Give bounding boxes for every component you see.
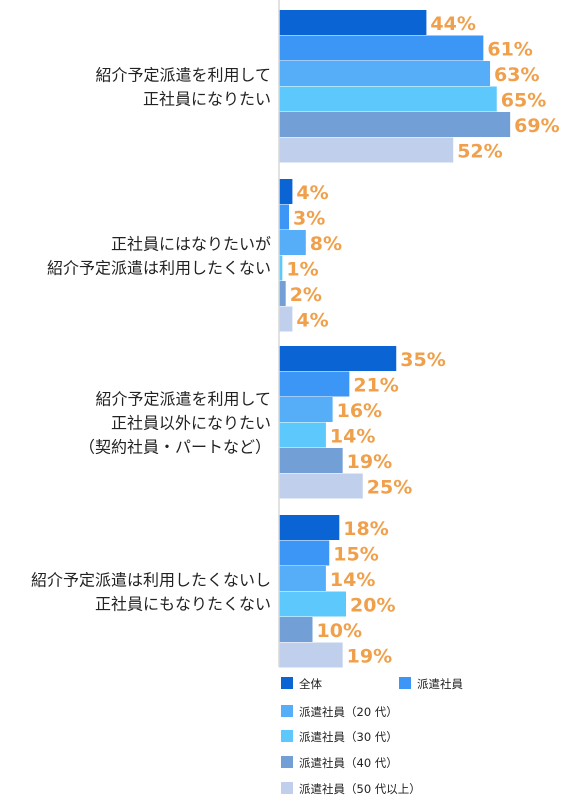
value-label-g4-s4: 20%	[350, 594, 395, 616]
bar-g4-s5	[279, 617, 313, 642]
category-group-2: 4% 3% 8% 1% 2% 4% 正社員にはなりたいが紹介予定派遣は利用したくない	[47, 179, 342, 332]
legend-item-6: 派遣社員（50 代以上）	[281, 782, 421, 796]
legend-item-3: 派遣社員（20 代）	[281, 705, 398, 719]
bar-g2-s3	[279, 230, 306, 255]
category-group-3: 35%21% 16% 14% 19% 25% 紹介予定派遣を利用して正社員以外になりたい （…	[79, 346, 446, 499]
bar-g1-s5	[279, 112, 511, 137]
category-label-4: 紹介予定派遣は利用したくないし正社員にもなりたくない	[31, 571, 271, 614]
value-label-g1-s1: 44%	[430, 13, 475, 35]
bar-g4-s3	[279, 566, 326, 591]
value-label-g4-s3: 14%	[330, 569, 375, 591]
category-label-3-line-3: （契約社員・パートなど）	[79, 438, 271, 457]
bar-g4-s2	[279, 540, 330, 566]
legend-swatch-6	[281, 782, 293, 794]
category-label-1-line-1: 紹介予定派遣を利用して	[95, 66, 271, 85]
value-label-g1-s6: 52%	[457, 140, 502, 162]
legend-item-2: 派遣社員	[399, 677, 463, 691]
category-label-2-line-1: 正社員にはなりたいが	[111, 235, 271, 254]
value-label-g2-s1: 4%	[296, 182, 328, 204]
bar-g2-s1	[279, 179, 293, 204]
legend-item-1: 全体	[281, 677, 322, 691]
value-label-g3-s4: 14%	[330, 425, 375, 447]
legend-swatch-5	[281, 756, 293, 768]
legend-swatch-4	[281, 730, 293, 742]
value-label-g2-s5: 2%	[290, 284, 322, 306]
value-label-g4-s2: 15%	[333, 543, 378, 565]
category-label-4-line-1: 紹介予定派遣は利用したくないし	[31, 571, 271, 590]
bar-g3-s1	[279, 346, 397, 371]
legend-swatch-1	[281, 677, 293, 689]
value-label-g2-s6: 4%	[296, 309, 328, 331]
value-label-g3-s6: 25%	[367, 476, 412, 498]
value-label-g4-s6: 19%	[347, 645, 392, 667]
legend-label-1: 全体	[299, 677, 322, 691]
bar-g3-s2	[279, 371, 350, 397]
bar-g4-s6	[279, 642, 343, 668]
category-label-1-line-2: 正社員になりたい	[143, 90, 271, 109]
value-label-g2-s4: 1%	[286, 258, 318, 280]
category-label-1: 紹介予定派遣を利用して正社員になりたい	[95, 66, 271, 109]
bar-g2-s5	[279, 281, 286, 306]
bar-g3-s4	[279, 422, 326, 448]
bar-g2-s6	[279, 306, 293, 332]
value-label-g3-s3: 16%	[337, 400, 382, 422]
category-label-2-line-2: 紹介予定派遣は利用したくない	[47, 259, 271, 278]
value-label-g4-s5: 10%	[317, 620, 362, 642]
legend-label-5: 派遣社員（40 代）	[299, 756, 398, 770]
bar-g3-s5	[279, 448, 343, 473]
legend-swatch-2	[399, 677, 411, 689]
category-label-4-line-2: 正社員にもなりたくない	[95, 595, 271, 614]
value-label-g2-s3: 8%	[310, 233, 342, 255]
bar-groups: 44%61%63%65%69%52%紹介予定派遣を利用して正社員になりたい4%3…	[31, 10, 560, 668]
bar-g3-s6	[279, 473, 363, 499]
legend-swatch-3	[281, 705, 293, 717]
bar-g1-s6	[279, 137, 454, 163]
category-label-2: 正社員にはなりたいが紹介予定派遣は利用したくない	[47, 235, 271, 278]
bar-g4-s4	[279, 591, 346, 617]
legend-label-4: 派遣社員（30 代）	[299, 730, 398, 744]
legend-item-4: 派遣社員（30 代）	[281, 730, 398, 744]
bar-g4-s1	[279, 515, 340, 540]
category-label-3-line-2: 正社員以外になりたい	[111, 414, 271, 433]
legend-label-3: 派遣社員（20 代）	[299, 705, 398, 719]
bar-g3-s3	[279, 397, 333, 422]
legend-label-2: 派遣社員	[417, 677, 463, 691]
category-group-4: 18% 15% 14% 20% 10% 19% 紹介予定派遣は利用したくないし正社員にもなり…	[31, 515, 395, 668]
value-label-g1-s5: 69%	[514, 115, 559, 137]
value-label-g1-s3: 63%	[494, 64, 539, 86]
value-label-g1-s2: 61%	[487, 38, 532, 60]
value-label-g3-s2: 21%	[353, 374, 398, 396]
value-label-g4-s1: 18%	[343, 518, 388, 540]
value-label-g3-s5: 19%	[347, 451, 392, 473]
category-group-1: 44% 61% 63% 65% 69% 52% 紹介予定派遣を利用して正社員になりたい	[95, 10, 560, 163]
value-label-g2-s2: 3%	[293, 207, 325, 229]
bar-g1-s1	[279, 10, 427, 35]
bar-g1-s2	[279, 35, 484, 61]
category-label-3-line-1: 紹介予定派遣を利用して	[95, 390, 271, 409]
bar-g1-s4	[279, 86, 497, 112]
bar-g1-s3	[279, 61, 491, 86]
bar-g2-s2	[279, 204, 290, 230]
legend-label-6: 派遣社員（50 代以上）	[299, 782, 421, 796]
value-label-g1-s4: 65%	[501, 89, 546, 111]
bar-g2-s4	[279, 255, 283, 281]
legend-item-5: 派遣社員（40 代）	[281, 756, 398, 770]
value-label-g3-s1: 35%	[400, 349, 445, 371]
category-label-3: 紹介予定派遣を利用して正社員以外になりたい （契約社員・パートなど）	[79, 390, 271, 457]
